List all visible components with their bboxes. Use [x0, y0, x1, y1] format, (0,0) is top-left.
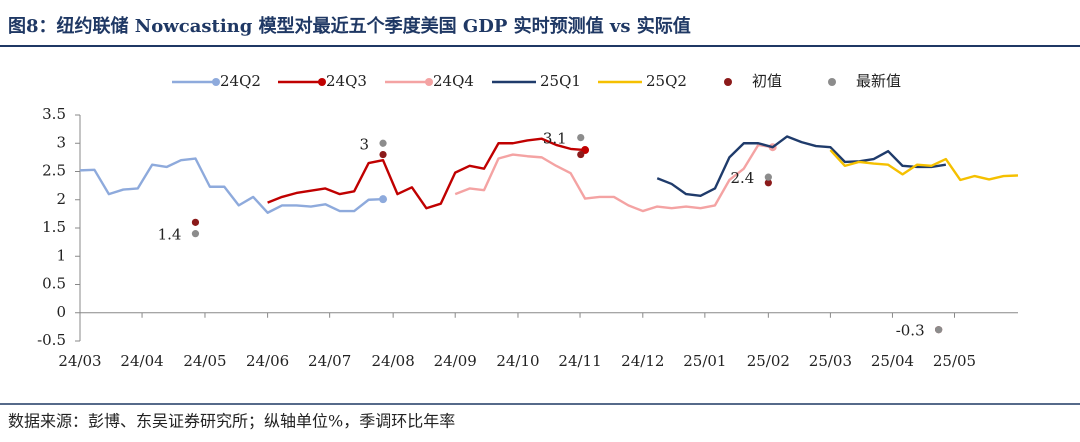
value-label: 3.1: [543, 130, 567, 148]
legend-label: 25Q1: [540, 72, 581, 90]
y-tick-label: 1: [56, 246, 66, 264]
value-label: 2.4: [730, 169, 754, 187]
legend-label: 24Q3: [326, 72, 367, 90]
series-line: [656, 135, 947, 197]
series-line: [267, 137, 586, 210]
y-tick-label: 3: [56, 133, 66, 151]
legend-marker: [212, 78, 220, 86]
point: [577, 150, 585, 159]
value-label: -0.3: [896, 322, 925, 340]
legend-label: 最新值: [856, 72, 901, 90]
legend-marker: [425, 78, 433, 86]
end-marker: [379, 195, 388, 204]
x-tick-label: 24/07: [308, 352, 351, 370]
x-tick-label: 24/10: [496, 352, 539, 370]
y-tick-label: 1.5: [42, 218, 66, 236]
y-tick-label: 0: [56, 303, 66, 321]
x-tick-label: 24/08: [372, 352, 415, 370]
x-tick-label: 24/09: [434, 352, 477, 370]
chart-title: 图8：纽约联储 Nowcasting 模型对最近五个季度美国 GDP 实时预测值…: [8, 15, 691, 37]
x-tick-label: 24/05: [183, 352, 226, 370]
x-tick-label: 25/04: [871, 352, 914, 370]
y-tick-label: -0.5: [37, 331, 66, 349]
point: [764, 179, 772, 187]
legend-label: 24Q4: [433, 72, 474, 90]
value-label: 3: [359, 135, 369, 153]
point: [577, 134, 585, 142]
y-tick-label: 2: [56, 190, 66, 208]
series-line: [829, 149, 1019, 182]
x-tick-label: 24/11: [558, 352, 601, 370]
y-tick-label: 0.5: [42, 275, 66, 293]
legend-label: 25Q2: [646, 72, 687, 90]
x-tick-label: 25/03: [809, 352, 852, 370]
point: [191, 230, 200, 238]
legend-label: 24Q2: [220, 72, 261, 90]
x-tick-label: 25/01: [683, 352, 726, 370]
source-note: 数据来源：彭博、东吴证券研究所；纵轴单位%，季调环比年率: [8, 412, 455, 431]
y-tick-label: 2.5: [42, 162, 66, 180]
x-tick-label: 25/05: [933, 352, 976, 370]
point: [379, 139, 387, 147]
y-tick-label: 3.5: [42, 105, 66, 123]
point: [764, 173, 772, 181]
legend-marker: [828, 78, 836, 86]
point: [935, 326, 943, 334]
series-line: [454, 143, 773, 213]
legend-marker: [318, 78, 326, 86]
legend-label: 初值: [752, 72, 782, 90]
x-tick-label: 24/06: [246, 352, 289, 370]
x-tick-label: 24/12: [621, 352, 664, 370]
value-label: 1.4: [158, 226, 182, 244]
legend-marker: [724, 78, 732, 86]
point: [379, 150, 387, 159]
x-tick-label: 25/02: [747, 352, 790, 370]
point: [191, 218, 200, 226]
x-tick-label: 24/04: [120, 352, 163, 370]
x-tick-label: 24/03: [58, 352, 101, 370]
series-line: [79, 157, 384, 214]
